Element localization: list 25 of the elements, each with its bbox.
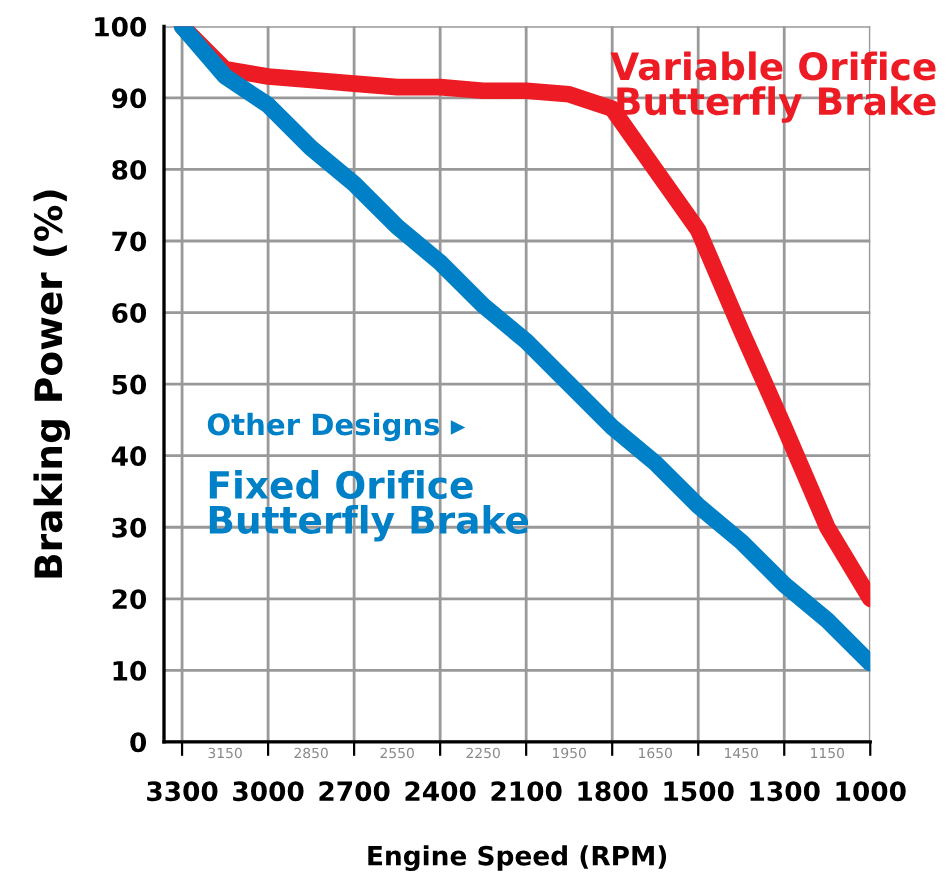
y-tick-label: 50 [112, 374, 147, 395]
y-tick-label: 60 [112, 303, 147, 323]
text: Other Designs ▸ [207, 412, 466, 442]
y-tick-label: 80 [112, 159, 147, 180]
y-tick-label: 90 [111, 88, 147, 109]
y-tick-label: 70 [112, 231, 147, 252]
y-axis-title: Braking Power (%) [33, 190, 71, 578]
x-tick-label: 3000 [233, 781, 304, 802]
x-tick-label: 1500 [664, 781, 734, 802]
x-tick-label: 1800 [578, 781, 648, 802]
y-tick-label: 0 [130, 732, 147, 753]
x-tick-label: 2100 [491, 781, 562, 802]
x-tick-label: 3300 [147, 781, 218, 802]
y-tick-label: 10 [113, 660, 147, 681]
x-tick-label: 2700 [319, 781, 390, 802]
annotation: Fixed Orifice Butterfly Brake [209, 470, 529, 542]
y-tick-label: 40 [111, 446, 147, 467]
x-axis-title: Engine Speed (RPM) [368, 845, 667, 871]
annotation: Variable Orifice Butterfly Brake [610, 51, 936, 123]
x-tick-label: 2400 [405, 781, 476, 802]
y-tick-label: 20 [112, 589, 147, 610]
y-tick-label: 100 [95, 16, 147, 37]
x-tick-label: 1000 [836, 781, 906, 802]
x-tick-label: 1300 [750, 781, 820, 802]
y-tick-label: 30 [112, 517, 147, 538]
